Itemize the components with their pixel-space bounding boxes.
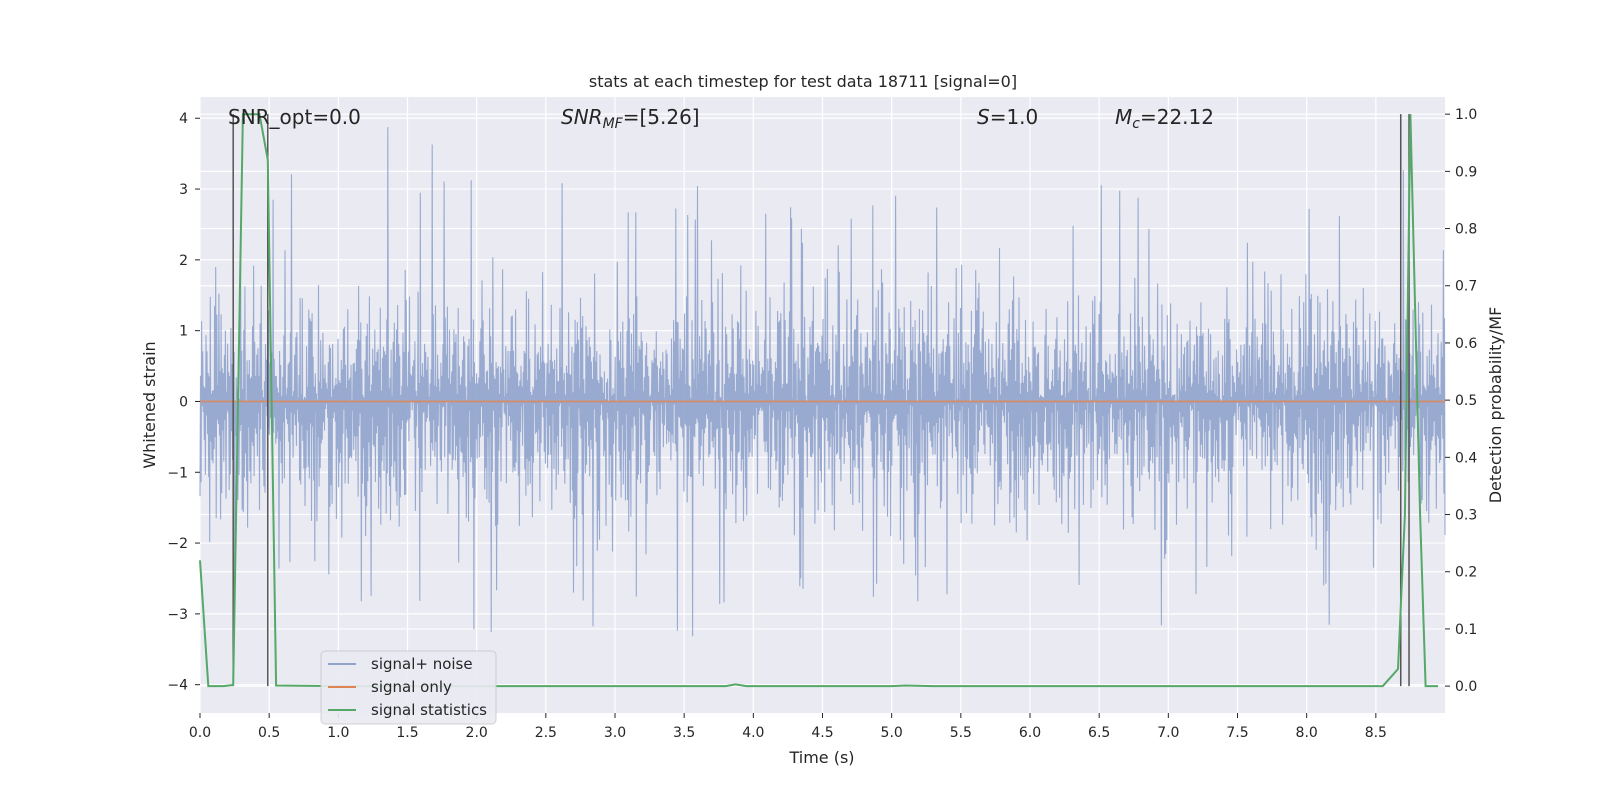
snr-mf-main: SNR [561,105,603,129]
signal-statistics-series [199,113,1439,688]
x-tick-label: 6.0 [1019,725,1041,741]
x-tick-label: 8.5 [1365,725,1387,741]
y-tick-label: −3 [167,607,188,623]
y-tick-label: −1 [167,465,188,481]
x-axis-ticks: 0.0 0.5 1.0 1.5 2.0 2.5 3.0 3.5 4.0 4.5 5.0 5.5 6.0 6… [189,713,1387,741]
signal-statistics-line [199,113,1439,688]
legend-label-signal-statistics: signal statistics [371,701,487,719]
y2-axis-label: Detection probability/MF [1486,307,1505,504]
mc-sub: c [1132,116,1140,132]
y-tick-label: 1 [179,324,188,340]
chart-title: stats at each timestep for test data 187… [589,72,1017,91]
y2-tick-label: 0.0 [1455,679,1477,695]
x-tick-label: 7.5 [1226,725,1248,741]
legend: signal+ noise signal only signal statist… [320,650,497,725]
y2-tick-label: 0.9 [1455,164,1477,180]
legend-label-signal-noise: signal+ noise [371,655,473,673]
x-tick-label: 8.0 [1296,725,1318,741]
x-tick-label: 4.5 [811,725,833,741]
x-tick-label: 6.5 [1088,725,1110,741]
x-axis-label: Time (s) [788,748,854,767]
x-tick-label: 5.5 [950,725,972,741]
x-tick-label: 7.0 [1157,725,1179,741]
mc-annotation: Mc=22.12 [1115,105,1214,132]
y2-axis-ticks: 1.0 0.9 0.8 0.7 0.6 0.5 0.4 0.3 0.2 0.1 0.0 [1445,107,1477,695]
y2-tick-label: 0.2 [1455,565,1477,581]
y-axis-ticks: 4 3 2 1 0 −1 −2 −3 −4 [167,111,200,694]
y-tick-label: 3 [179,182,188,198]
y-tick-label: −4 [167,678,188,694]
y2-tick-label: 1.0 [1455,107,1477,123]
x-tick-label: 0.0 [189,725,211,741]
x-tick-label: 2.0 [466,725,488,741]
y2-tick-label: 0.1 [1455,622,1477,638]
y-tick-label: 4 [179,111,188,127]
x-tick-label: 1.0 [327,725,349,741]
snr-mf-sub: MF [603,116,624,132]
mc-value: =22.12 [1140,105,1214,129]
y2-tick-label: 0.7 [1455,279,1477,295]
legend-label-signal-only: signal only [371,678,452,696]
signal-noise-line [199,127,1446,637]
x-tick-label: 3.0 [604,725,626,741]
x-tick-label: 3.5 [673,725,695,741]
y2-tick-label: 0.8 [1455,222,1477,238]
x-tick-label: 2.5 [535,725,557,741]
s-value: =1.0 [990,105,1039,129]
legend-box [320,650,497,725]
y2-tick-label: 0.4 [1455,450,1477,466]
x-tick-label: 1.5 [396,725,418,741]
snr-mf-value: =[5.26] [623,105,700,129]
y-tick-label: 0 [179,394,188,410]
x-tick-label: 5.0 [881,725,903,741]
y2-tick-label: 0.6 [1455,336,1477,352]
y2-tick-label: 0.3 [1455,508,1477,524]
s-annotation: S=1.0 [977,105,1038,129]
y-tick-label: −2 [167,536,188,552]
snr-mf-annotation: SNRMF=[5.26] [561,105,700,132]
mc-main: M [1115,105,1132,129]
snr-opt-annotation: SNR_opt=0.0 [228,105,361,129]
y-tick-label: 2 [179,253,188,269]
x-tick-label: 0.5 [258,725,280,741]
signal-noise-series [199,127,1446,637]
x-tick-label: 4.0 [742,725,764,741]
s-symbol: S [977,105,990,129]
y-axis-label: Whitened strain [140,341,159,468]
y2-tick-label: 0.5 [1455,393,1477,409]
